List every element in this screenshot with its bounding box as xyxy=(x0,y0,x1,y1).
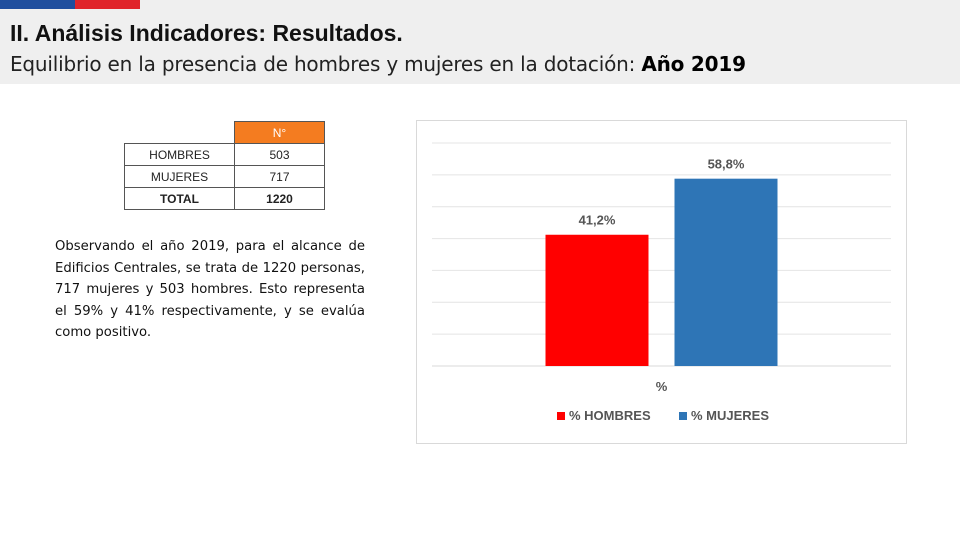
table-header-row: N° xyxy=(125,121,325,144)
data-label: 58,8% xyxy=(708,157,745,172)
staff-count-table: N° HOMBRES 503 MUJERES 717 TOTAL 1220 xyxy=(124,121,325,210)
table-row-value: 717 xyxy=(234,165,325,188)
table-row-label: MUJERES xyxy=(124,165,235,188)
legend-label: % HOMBRES xyxy=(569,408,651,423)
data-label: 41,2% xyxy=(579,213,616,228)
table-row: MUJERES 717 xyxy=(124,165,325,188)
bar-chart: 41,2% 58,8%% % HOMBRES % MUJERES xyxy=(432,142,891,423)
category-label: % xyxy=(656,379,668,394)
description-text: Observando el año 2019, para el alcance … xyxy=(55,239,365,341)
table-row-value: 503 xyxy=(234,143,325,166)
table-total-label: TOTAL xyxy=(124,187,235,210)
page-title: II. Análisis Indicadores: Resultados. xyxy=(10,20,403,46)
bar-hombres xyxy=(545,234,649,366)
header-bar xyxy=(0,0,960,84)
table-header-cell: N° xyxy=(234,121,325,144)
table-blank-cell xyxy=(125,122,235,144)
subtitle-year: Año 2019 xyxy=(641,52,746,76)
flag-blue-stripe xyxy=(0,0,75,9)
chart-frame: 41,2% 58,8%% % HOMBRES % MUJERES xyxy=(416,120,907,444)
bar-mujeres xyxy=(674,178,778,366)
table-row-label: HOMBRES xyxy=(124,143,235,166)
legend-swatch xyxy=(557,412,565,420)
subtitle-text: Equilibrio en la presencia de hombres y … xyxy=(10,52,636,76)
legend-label: % MUJERES xyxy=(691,408,769,423)
flag-red-stripe xyxy=(75,0,140,9)
table-total-value: 1220 xyxy=(234,187,325,210)
table-row: HOMBRES 503 xyxy=(124,143,325,166)
table-total-row: TOTAL 1220 xyxy=(124,187,325,210)
legend-swatch xyxy=(679,412,687,420)
page-subtitle: Equilibrio en la presencia de hombres y … xyxy=(10,52,746,76)
